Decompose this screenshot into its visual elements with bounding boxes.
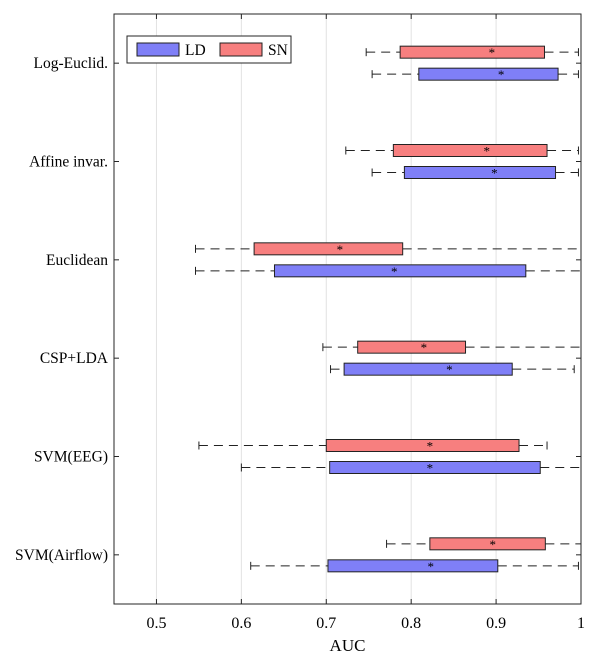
iqr-box xyxy=(273,264,527,278)
box-ld: * xyxy=(330,362,575,377)
median-marker: * xyxy=(427,439,434,454)
x-tick-label: 0.9 xyxy=(486,615,506,632)
box-ld: * xyxy=(371,166,579,181)
median-marker: * xyxy=(491,166,498,181)
grid-layer xyxy=(155,14,582,604)
box-layer: ************ xyxy=(195,45,582,574)
iqr-box xyxy=(325,439,520,452)
legend-swatch-sn xyxy=(219,42,263,57)
x-tick-label: 0.7 xyxy=(316,615,336,632)
x-tick-label: 1 xyxy=(577,615,585,632)
box-sn: * xyxy=(322,340,582,355)
iqr-box xyxy=(403,166,557,179)
median-marker: * xyxy=(391,264,398,279)
category-label: CSP+LDA xyxy=(40,350,109,367)
box-sn: * xyxy=(195,242,582,257)
x-tick-label: 0.8 xyxy=(401,615,421,632)
x-tick-label: 0.6 xyxy=(231,615,251,632)
box-sn: * xyxy=(198,439,548,454)
legend: LD SN xyxy=(126,35,292,64)
legend-label-sn: SN xyxy=(268,42,288,59)
iqr-box xyxy=(399,45,545,59)
median-marker: * xyxy=(484,144,491,159)
iqr-box xyxy=(429,537,546,551)
label-layer: 0.5 0.6 0.7 0.8 0.9 1 Log-Euclid. Affine invar.… xyxy=(15,55,585,632)
plot-frame xyxy=(113,13,582,605)
iqr-box xyxy=(418,67,559,81)
box-ld: * xyxy=(240,461,582,476)
tick-layer xyxy=(114,14,582,604)
category-label: Euclidean xyxy=(46,252,108,269)
box-sn: * xyxy=(345,144,579,159)
median-marker: * xyxy=(427,461,434,476)
box-ld: * xyxy=(250,559,579,574)
box-ld: * xyxy=(371,67,579,82)
iqr-box xyxy=(357,340,467,354)
median-marker: * xyxy=(489,45,496,60)
median-marker: * xyxy=(427,559,434,574)
category-label: SVM(Airflow) xyxy=(15,547,108,564)
median-marker: * xyxy=(489,537,496,552)
category-label: SVM(EEG) xyxy=(34,449,108,466)
iqr-box xyxy=(327,559,499,573)
category-label: Log-Euclid. xyxy=(34,55,108,72)
iqr-box xyxy=(329,461,541,474)
median-marker: * xyxy=(421,340,428,355)
median-marker: * xyxy=(446,362,453,377)
median-marker: * xyxy=(498,67,505,82)
iqr-box xyxy=(343,362,513,376)
legend-swatch-ld xyxy=(136,42,180,57)
legend-label-ld: LD xyxy=(185,42,206,59)
category-label: Affine invar. xyxy=(29,154,108,171)
x-axis-label: AUC xyxy=(330,636,366,655)
x-tick-label: 0.5 xyxy=(146,615,166,632)
box-ld: * xyxy=(195,264,582,279)
box-sn: * xyxy=(365,45,579,60)
iqr-box xyxy=(253,242,404,256)
iqr-box xyxy=(392,144,548,157)
box-sn: * xyxy=(386,537,582,552)
median-marker: * xyxy=(337,242,344,257)
